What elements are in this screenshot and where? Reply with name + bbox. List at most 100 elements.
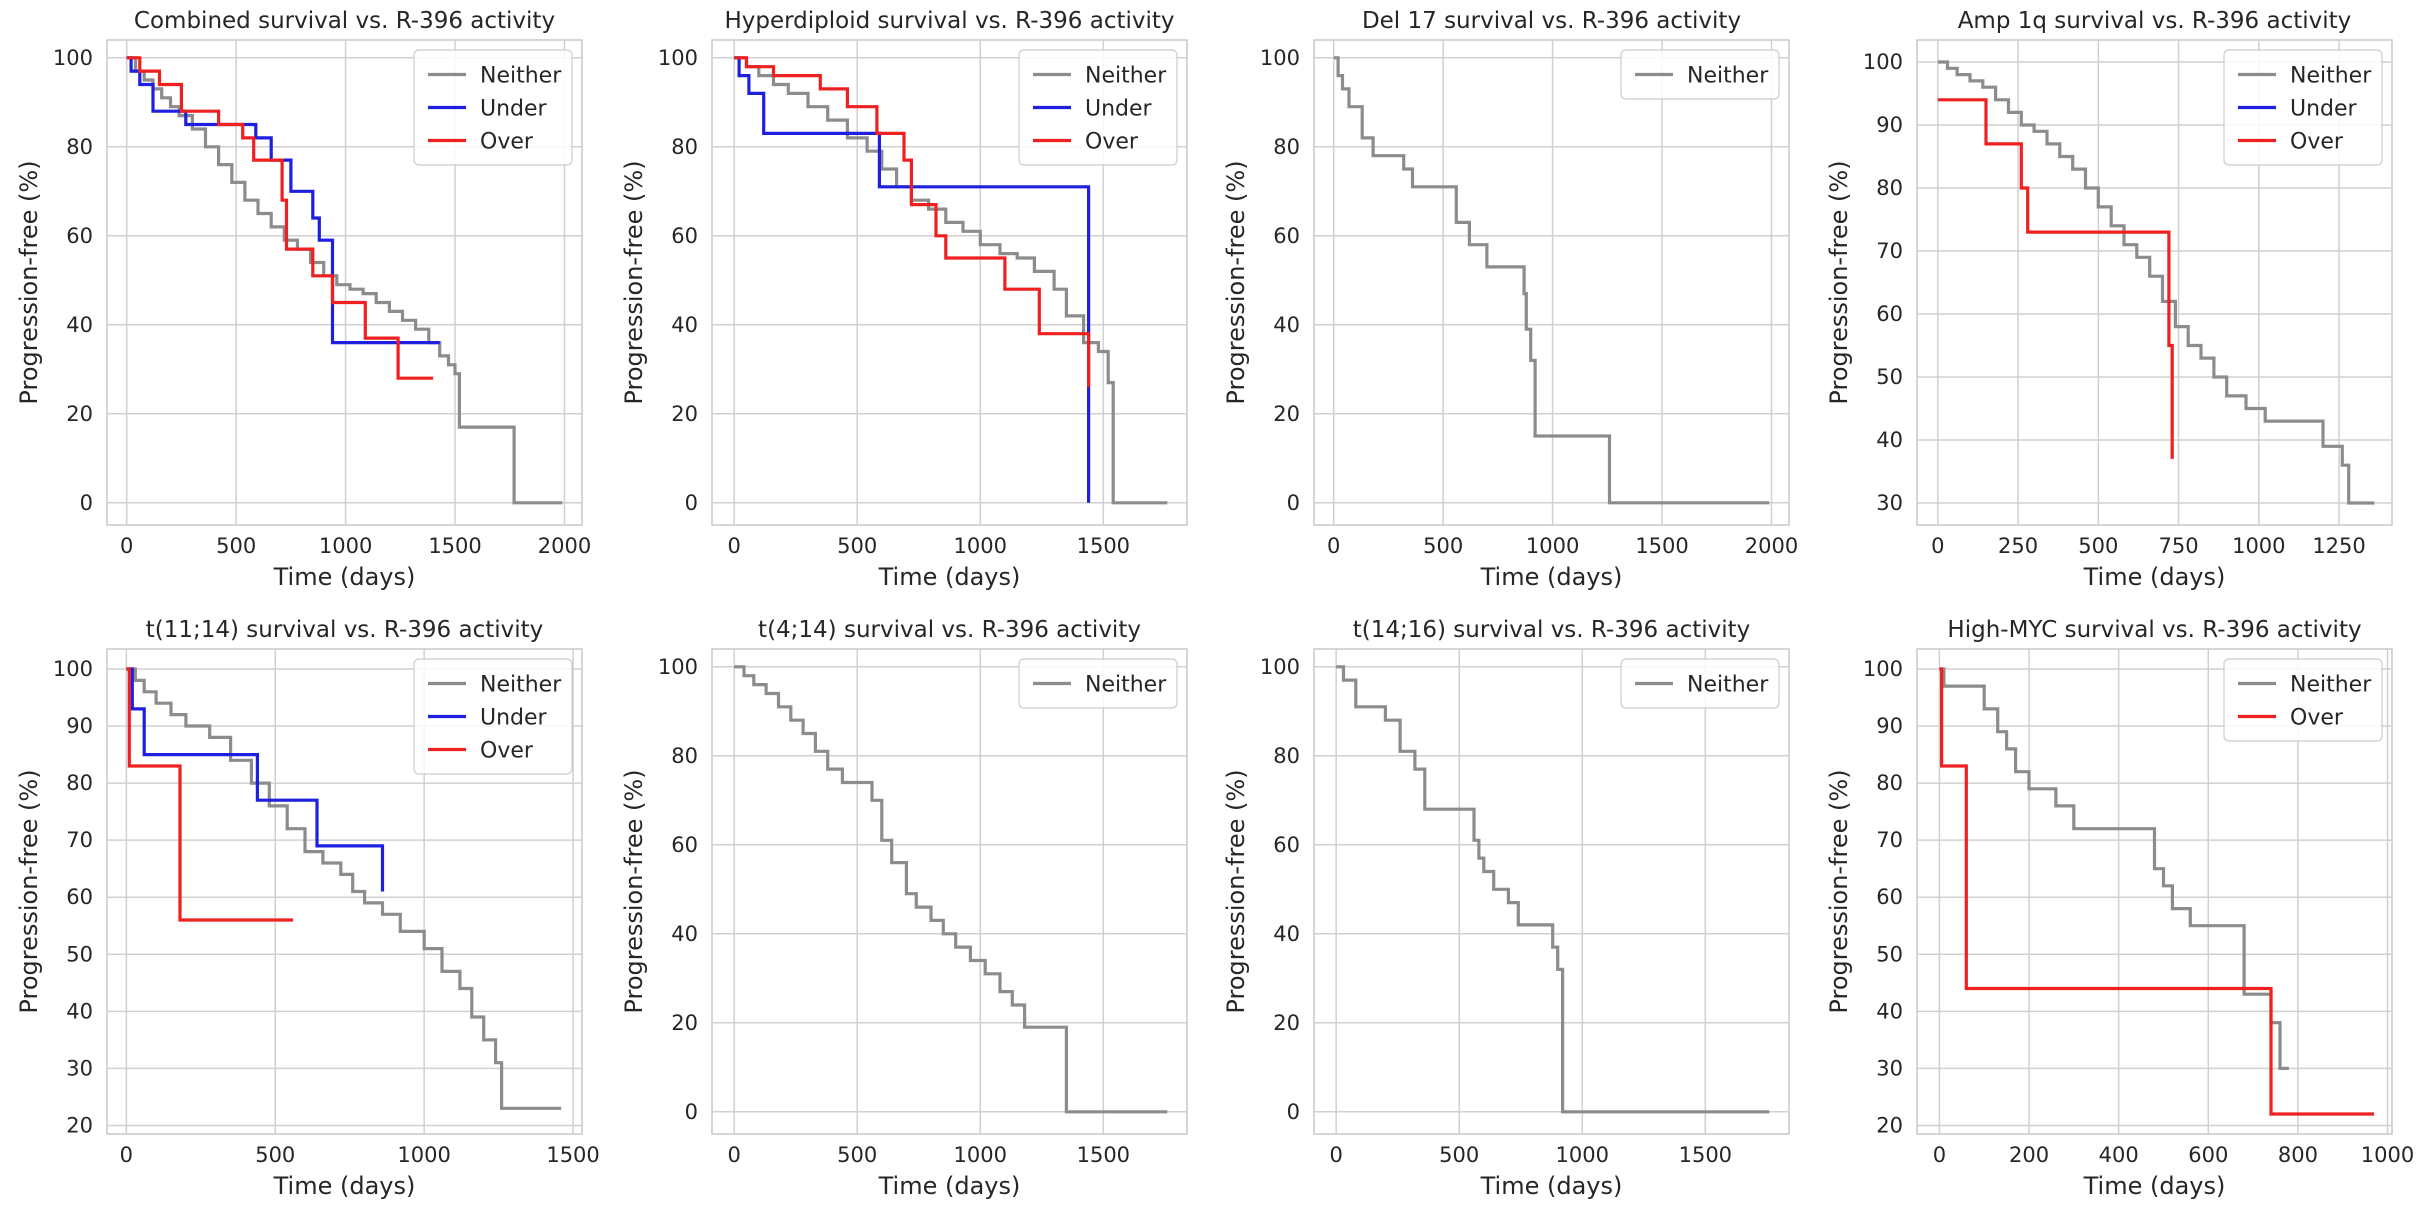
- chart-title: Amp 1q survival vs. R-396 activity: [1958, 8, 2352, 34]
- y-tick-label: 60: [671, 833, 698, 857]
- y-tick-label: 60: [66, 224, 93, 248]
- legend-box: [1620, 49, 1780, 100]
- x-tick-label: 0: [727, 1143, 740, 1167]
- x-tick-label: 1000: [319, 534, 372, 558]
- legend-label-neither: Neither: [1687, 64, 1769, 89]
- series-line-under: [734, 56, 1091, 503]
- legend-box: [2223, 658, 2383, 742]
- x-tick-label: 0: [1933, 1143, 1946, 1167]
- y-axis-label: Progression-free (%): [620, 160, 648, 404]
- y-tick-label: 90: [1876, 113, 1903, 137]
- legend: Neither Under Over: [1018, 49, 1178, 166]
- legend-box: [413, 49, 573, 166]
- y-tick-label: 50: [1876, 365, 1903, 389]
- chart-title: Del 17 survival vs. R-396 activity: [1362, 8, 1741, 34]
- legend-label-over: Over: [2290, 706, 2344, 731]
- y-tick-label: 60: [1876, 302, 1903, 326]
- x-tick-label: 2000: [1745, 534, 1798, 558]
- series-line-neither: [1937, 60, 2375, 505]
- x-tick-label: 800: [2278, 1143, 2318, 1167]
- y-tick-label: 40: [671, 313, 698, 337]
- series-line-neither: [734, 665, 1168, 1114]
- y-tick-label: 60: [671, 224, 698, 248]
- y-tick-label: 100: [53, 657, 93, 681]
- x-tick-label: 500: [255, 1143, 295, 1167]
- y-tick-label: 30: [1876, 1056, 1903, 1080]
- x-tick-label: 1250: [2312, 534, 2365, 558]
- y-axis-label: Progression-free (%): [1825, 769, 1853, 1013]
- y-tick-label: 90: [66, 714, 93, 738]
- x-tick-label: 750: [2159, 534, 2199, 558]
- legend: Neither Under Over: [413, 658, 573, 775]
- x-tick-label: 1000: [1556, 1143, 1609, 1167]
- legend-box: [1620, 658, 1780, 709]
- plot-area: [711, 648, 1188, 1135]
- y-tick-label: 60: [1876, 885, 1903, 909]
- y-tick-label: 80: [671, 135, 698, 159]
- chart-title: t(11;14) survival vs. R-396 activity: [146, 617, 544, 643]
- x-tick-label: 0: [120, 1143, 133, 1167]
- x-axis-label: Time (days): [878, 563, 1021, 591]
- x-tick-label: 2000: [538, 534, 591, 558]
- legend: Neither Over: [2223, 658, 2383, 742]
- y-tick-label: 0: [1287, 1100, 1300, 1124]
- x-tick-label: 500: [2078, 534, 2118, 558]
- chart-title: Hyperdiploid survival vs. R-396 activity: [724, 8, 1174, 34]
- y-tick-label: 80: [671, 744, 698, 768]
- y-tick-label: 0: [685, 1100, 698, 1124]
- legend: Neither Under Over: [413, 49, 573, 166]
- y-tick-label: 80: [1876, 176, 1903, 200]
- series-line-under: [126, 667, 385, 892]
- x-axis-label: Time (days): [1480, 1172, 1623, 1200]
- legend-label-neither: Neither: [480, 673, 562, 698]
- y-tick-label: 100: [1260, 655, 1300, 679]
- plot-area: [1313, 39, 1790, 526]
- legend-label-neither: Neither: [1085, 673, 1167, 698]
- y-axis-label: Progression-free (%): [1222, 160, 1250, 404]
- y-axis-label: Progression-free (%): [620, 769, 648, 1013]
- legend-label-under: Under: [1085, 97, 1153, 122]
- y-tick-label: 100: [53, 46, 93, 70]
- x-tick-label: 400: [2099, 1143, 2139, 1167]
- x-axis-label: Time (days): [273, 563, 416, 591]
- y-axis-label: Progression-free (%): [15, 769, 43, 1013]
- chart-panel-3: 0 500 1000 1500 2000 0 20 40 60 80 100 Del 17 survi…: [1222, 8, 1798, 591]
- series-line-over: [734, 56, 1091, 388]
- x-axis-label: Time (days): [2083, 1172, 2226, 1200]
- y-tick-label: 0: [1287, 491, 1300, 515]
- y-tick-label: 100: [658, 655, 698, 679]
- x-tick-label: 1000: [954, 1143, 1007, 1167]
- legend-label-under: Under: [480, 97, 548, 122]
- x-axis-label: Time (days): [878, 1172, 1021, 1200]
- y-tick-label: 60: [1273, 833, 1300, 857]
- y-tick-label: 0: [80, 491, 93, 515]
- legend: Neither: [1620, 658, 1780, 709]
- x-tick-label: 500: [1423, 534, 1463, 558]
- y-tick-label: 80: [66, 135, 93, 159]
- y-tick-label: 60: [1273, 224, 1300, 248]
- chart-title: Combined survival vs. R-396 activity: [134, 8, 555, 34]
- chart-title: t(14;16) survival vs. R-396 activity: [1353, 617, 1751, 643]
- x-tick-label: 500: [837, 534, 877, 558]
- x-tick-label: 1000: [397, 1143, 450, 1167]
- x-tick-label: 1000: [2361, 1143, 2414, 1167]
- x-tick-label: 250: [1998, 534, 2038, 558]
- y-tick-label: 70: [66, 828, 93, 852]
- x-tick-label: 1500: [1077, 534, 1130, 558]
- legend-label-neither: Neither: [1085, 64, 1167, 89]
- legend-box: [1018, 49, 1178, 166]
- legend-label-neither: Neither: [1687, 673, 1769, 698]
- legend-label-under: Under: [480, 706, 548, 731]
- series-line-under: [126, 56, 440, 345]
- chart-title: High-MYC survival vs. R-396 activity: [1947, 617, 2361, 643]
- y-tick-label: 100: [1260, 46, 1300, 70]
- x-tick-label: 600: [2188, 1143, 2228, 1167]
- series-line-neither: [126, 667, 562, 1110]
- y-tick-label: 20: [1273, 1011, 1300, 1035]
- y-tick-label: 60: [66, 885, 93, 909]
- x-tick-label: 1500: [1679, 1143, 1732, 1167]
- y-tick-label: 40: [1876, 428, 1903, 452]
- x-tick-label: 0: [1327, 534, 1340, 558]
- y-tick-label: 40: [671, 922, 698, 946]
